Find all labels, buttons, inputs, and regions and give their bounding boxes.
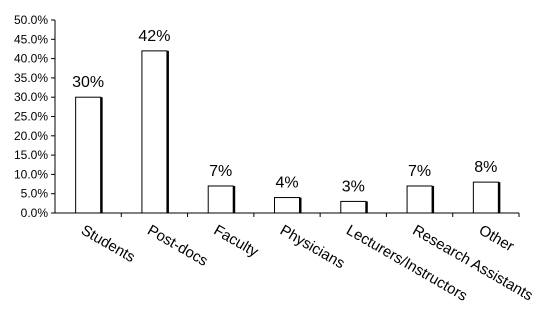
data-label: 7% (209, 163, 232, 180)
y-tick-label: 50.0% (14, 13, 48, 27)
data-label: 30% (72, 74, 104, 91)
y-tick-label: 45.0% (14, 32, 48, 46)
category-label: Research Assistants (410, 222, 536, 305)
data-label: 7% (408, 163, 431, 180)
y-axis: 0.0% 5.0% 10.0% 15.0% 20.0% 25.0% 30.0% 35.0% 40… (14, 13, 520, 220)
y-tick-label: 40.0% (14, 52, 48, 66)
category-label: Physicians (277, 222, 348, 273)
category-label: Lecturers/Instructors (343, 222, 470, 305)
bars (75, 50, 501, 214)
bar (75, 96, 102, 214)
y-tick-label: 10.0% (14, 167, 48, 181)
data-labels: 30% 42% 7% 4% 3% 7% 8% (72, 28, 497, 196)
bar (340, 200, 367, 214)
bar (406, 185, 433, 214)
y-tick-label: 15.0% (14, 148, 48, 162)
data-label: 3% (342, 178, 365, 195)
y-tick-label: 20.0% (14, 129, 48, 143)
data-label: 42% (138, 28, 170, 45)
bar (207, 185, 234, 214)
data-label: 4% (275, 175, 298, 192)
bar (472, 181, 499, 214)
category-labels: Students Post-docs Faculty PhysiciansLectur… (78, 222, 536, 305)
category-label: Other (476, 222, 517, 255)
bar (141, 50, 168, 214)
data-label: 8% (474, 159, 497, 176)
y-tick-label: 25.0% (14, 110, 48, 124)
y-tick-label: 30.0% (14, 90, 48, 104)
category-label: Students (78, 222, 138, 266)
category-label: Faculty (211, 222, 262, 261)
y-tick-label: 5.0% (21, 187, 49, 201)
y-tick-label: 0.0% (21, 206, 49, 220)
bar (274, 197, 300, 214)
y-tick-label: 35.0% (14, 71, 48, 85)
category-label: Post-docs (144, 222, 210, 270)
